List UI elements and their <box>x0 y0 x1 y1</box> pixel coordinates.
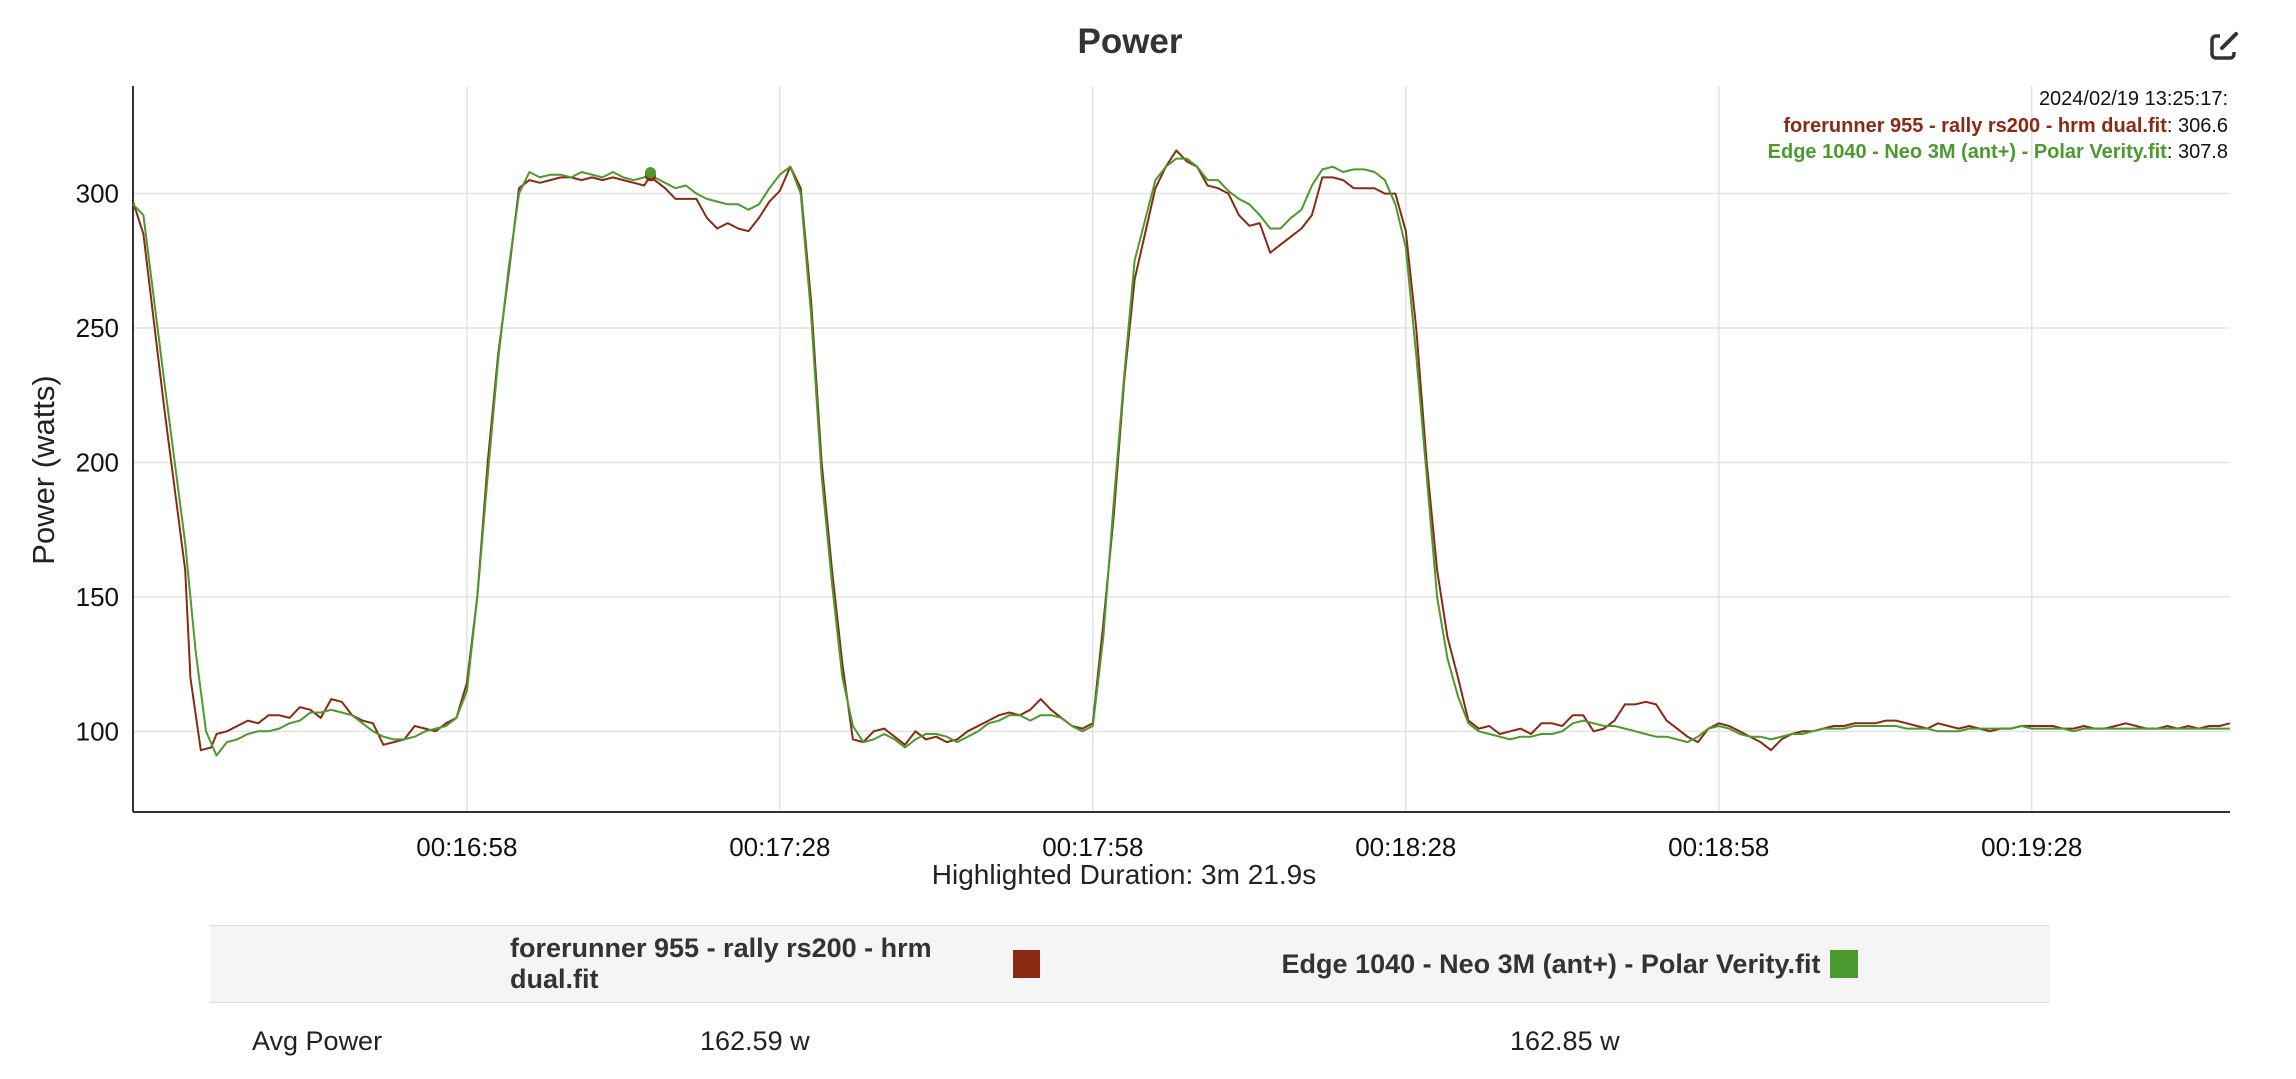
y-tick-label: 150 <box>76 582 119 612</box>
x-tick-label: 00:16:58 <box>416 832 517 862</box>
axes <box>132 86 2230 813</box>
x-tick-label: 00:18:58 <box>1668 832 1769 862</box>
y-tick-labels: 100 150 200 250 300 <box>76 179 119 747</box>
hover-timestamp: 2024/02/19 13:25:17: <box>2039 88 2228 110</box>
series-header-label: forerunner 955 - rally rs200 - hrm dual.… <box>510 933 932 994</box>
series-color-swatch <box>1013 950 1040 978</box>
grid-lines <box>133 86 2230 812</box>
row-value: 162.59 w <box>700 1025 810 1056</box>
hover-series-value: forerunner 955 - rally rs200 - hrm dual.… <box>1783 115 2228 137</box>
series-color-swatch <box>1830 950 1859 978</box>
chart-title: Power <box>1077 22 1183 61</box>
y-tick-label: 200 <box>76 447 119 477</box>
power-chart[interactable]: 100 150 200 250 300 00:16:58 00:17:28 00:17:58… <box>0 0 2296 900</box>
edit-icon[interactable] <box>2208 28 2244 64</box>
summary-table: forerunner 955 - rally rs200 - hrm dual.… <box>210 925 2050 1079</box>
series-header-label: Edge 1040 - Neo 3M (ant+) - Polar Verity… <box>1281 948 1821 979</box>
table-row: Avg Power 162.59 w 162.85 w <box>210 1003 2050 1079</box>
x-tick-label: 00:17:58 <box>1042 832 1143 862</box>
hover-info: 2024/02/19 13:25:17: forerunner 955 - ral… <box>644 88 2228 182</box>
x-tick-label: 00:19:28 <box>1981 832 2082 862</box>
row-value: 162.85 w <box>1510 1025 1620 1056</box>
series-lines <box>132 149 2231 757</box>
highlighted-duration: Highlighted Duration: 3m 21.9s <box>932 859 1316 890</box>
hover-series-value: Edge 1040 - Neo 3M (ant+) - Polar Verity… <box>1768 141 2228 163</box>
series-line-1 <box>132 149 2231 752</box>
y-tick-label: 300 <box>76 179 119 209</box>
x-tick-label: 00:18:28 <box>1355 832 1456 862</box>
summary-header: forerunner 955 - rally rs200 - hrm dual.… <box>210 925 2050 1003</box>
y-tick-label: 250 <box>76 313 119 343</box>
row-label: Avg Power <box>252 1025 383 1056</box>
series-header-2: Edge 1040 - Neo 3M (ant+) - Polar Verity… <box>1270 926 1870 1002</box>
y-axis-title: Power (watts) <box>26 375 61 564</box>
x-tick-label: 00:17:28 <box>729 832 830 862</box>
hover-point-2 <box>644 167 656 179</box>
x-tick-labels: 00:16:58 00:17:28 00:17:58 00:18:28 00:18:58… <box>416 832 2082 862</box>
series-line-2 <box>132 157 2230 757</box>
series-header-1: forerunner 955 - rally rs200 - hrm dual.… <box>510 926 1040 1002</box>
y-tick-label: 100 <box>76 716 119 746</box>
